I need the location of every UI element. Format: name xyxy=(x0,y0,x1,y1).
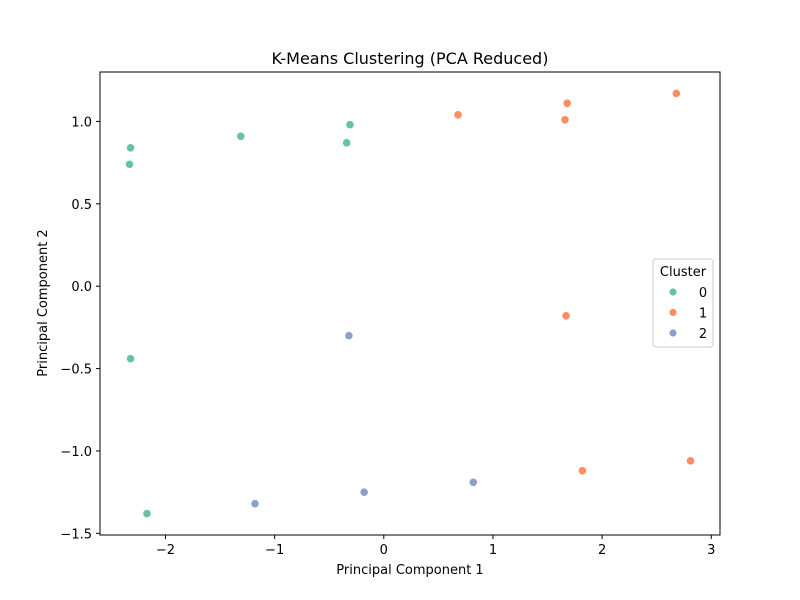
y-tick-label: −1.0 xyxy=(60,445,92,460)
data-point-cluster-2 xyxy=(344,331,354,341)
y-axis-label: Principal Component 2 xyxy=(36,229,51,376)
data-point-cluster-1 xyxy=(453,110,463,120)
data-point-cluster-0 xyxy=(345,120,355,130)
x-axis-label: Principal Component 1 xyxy=(336,563,483,578)
legend-box xyxy=(652,258,714,348)
data-point-cluster-0 xyxy=(142,508,152,519)
data-point-cluster-1 xyxy=(671,88,681,99)
data-point-cluster-0 xyxy=(124,159,135,169)
data-point-cluster-1 xyxy=(577,466,588,476)
legend-label-2: 2 xyxy=(699,327,707,342)
legend-title: Cluster xyxy=(660,265,707,280)
y-tick-label: 1.0 xyxy=(71,115,92,130)
legend-marker-0 xyxy=(668,287,678,297)
x-tick-label: −1 xyxy=(265,543,284,558)
legend-marker-2 xyxy=(668,328,678,338)
data-point-cluster-0 xyxy=(342,138,352,148)
data-point-cluster-1 xyxy=(562,98,572,108)
data-point-cluster-0 xyxy=(236,131,246,141)
data-point-cluster-2 xyxy=(359,487,369,497)
x-tick-label: −2 xyxy=(156,543,175,558)
x-tick-label: 3 xyxy=(707,543,715,558)
y-tick-label: 0.5 xyxy=(71,198,92,213)
data-point-cluster-1 xyxy=(685,456,696,466)
plot-area: −2 −1 0 1 2 3 −1.5 −1.0 −0.5 0.0 0.5 1.0 xyxy=(60,71,721,558)
data-point-cluster-0 xyxy=(125,143,136,153)
legend-label-0: 0 xyxy=(699,286,707,301)
chart-title: K-Means Clustering (PCA Reduced) xyxy=(272,49,549,68)
data-point-cluster-1 xyxy=(561,311,571,321)
legend: Cluster 0 1 2 xyxy=(652,258,714,348)
data-point-cluster-1 xyxy=(560,115,570,125)
y-tick-label: −0.5 xyxy=(60,363,92,378)
data-point-cluster-2 xyxy=(250,499,260,509)
data-point-cluster-2 xyxy=(468,477,478,487)
plot-frame xyxy=(99,71,721,536)
x-tick-label: 0 xyxy=(380,543,388,558)
x-tick-label: 1 xyxy=(489,543,497,558)
y-tick-label: 0.0 xyxy=(71,280,92,295)
legend-label-1: 1 xyxy=(699,307,707,322)
legend-marker-1 xyxy=(668,308,678,317)
data-point-cluster-0 xyxy=(125,354,136,364)
x-tick-label: 2 xyxy=(598,543,606,558)
y-tick-label: −1.5 xyxy=(60,527,92,542)
